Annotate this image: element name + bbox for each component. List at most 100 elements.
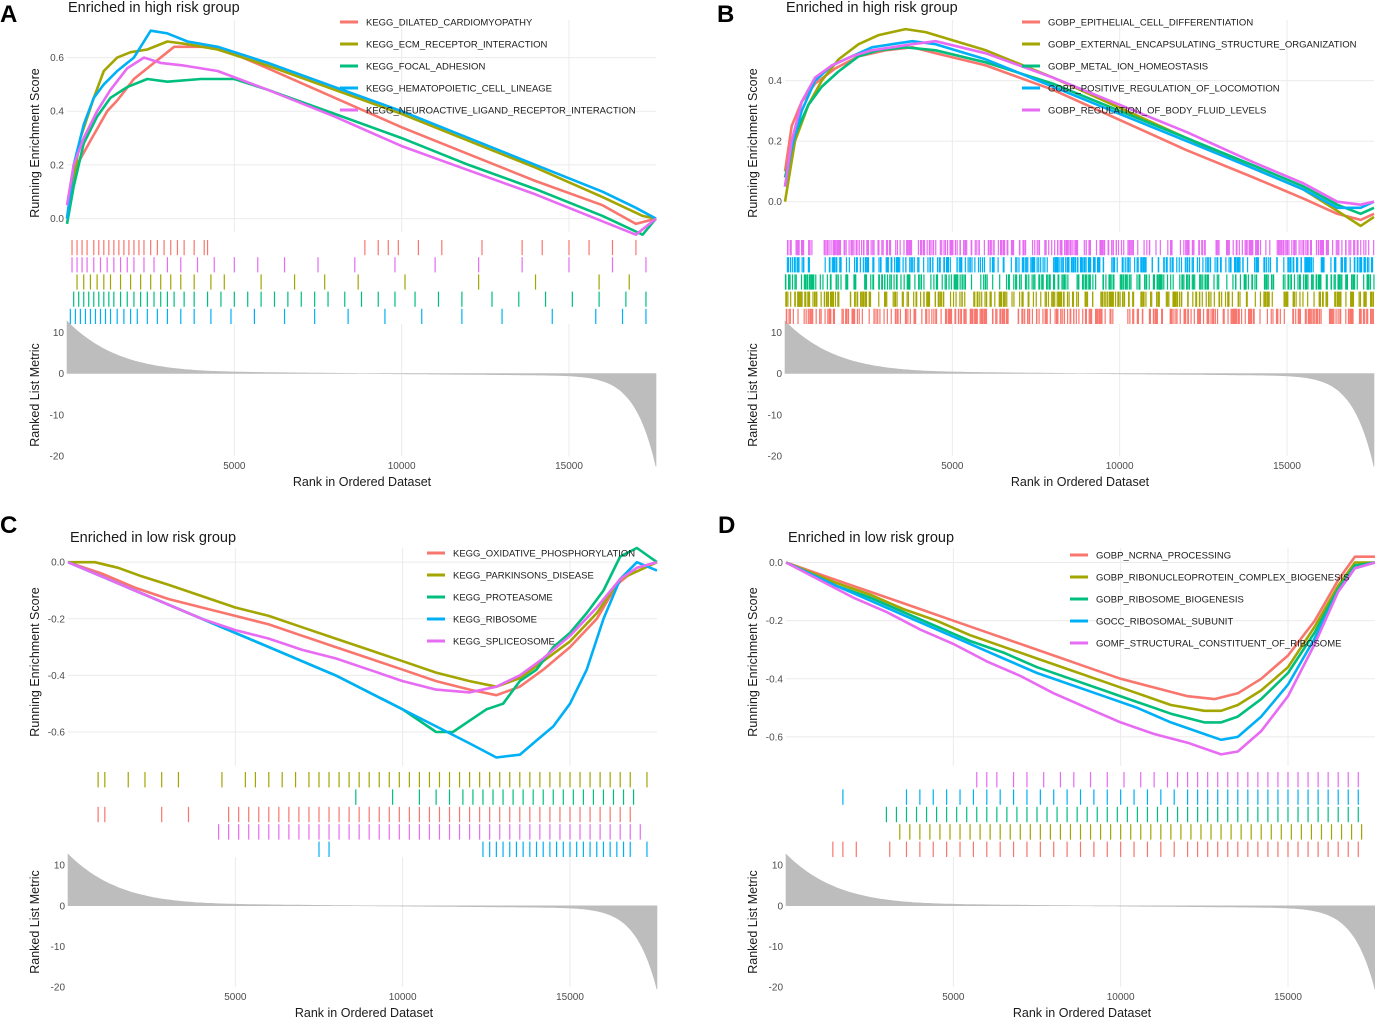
metric-axis-title: Ranked List Metric xyxy=(746,870,760,974)
es-curve xyxy=(68,560,658,689)
metric-axis-title: Ranked List Metric xyxy=(28,870,42,974)
es-curve xyxy=(65,56,657,236)
legend-label: KEGG_PROTEASOME xyxy=(453,593,553,604)
panel-letter: D xyxy=(718,512,735,539)
x-tick-label: 15000 xyxy=(1274,992,1302,1003)
y-tick-label: -0.6 xyxy=(766,732,784,743)
es-curve xyxy=(65,45,657,226)
metric-tick-label: -20 xyxy=(50,452,65,463)
legend-label: KEGG_DILATED_CARDIOMYOPATHY xyxy=(366,18,533,29)
legend-label: GOBP_NCRNA_PROCESSING xyxy=(1096,551,1231,562)
x-tick-label: 5000 xyxy=(941,461,964,472)
legend-label: GOBP_RIBOSOME_BIOGENESIS xyxy=(1096,595,1244,606)
panel-c: C Enriched in low risk group Running Enr… xyxy=(0,512,658,1019)
gridlines xyxy=(67,20,656,456)
legend-label: GOCC_RIBOSOMAL_SUBUNIT xyxy=(1096,617,1233,628)
panel-letter: C xyxy=(0,512,17,539)
x-tick-label: 10000 xyxy=(1107,992,1135,1003)
y-tick-label: 0.2 xyxy=(50,160,64,171)
legend-label: GOMF_STRUCTURAL_CONSTITUENT_OF_RIBOSOME xyxy=(1096,639,1341,650)
y-tick-label: -0.6 xyxy=(48,728,66,739)
x-axis-title: Rank in Ordered Dataset xyxy=(295,1006,434,1019)
metric-tick-label: -10 xyxy=(50,410,65,421)
legend-label: KEGG_PARKINSONS_DISEASE xyxy=(453,571,594,582)
gene-hit-rug xyxy=(97,772,648,857)
es-curve xyxy=(783,39,1375,206)
panel-letter: B xyxy=(717,1,734,28)
legend-label: GOBP_EPITHELIAL_CELL_DIFFERENTIATION xyxy=(1048,18,1253,29)
metric-tick-label: 10 xyxy=(772,861,784,872)
legend-label: GOBP_EXTERNAL_ENCAPSULATING_STRUCTURE_OR… xyxy=(1048,40,1357,51)
legend: GOBP_NCRNA_PROCESSING GOBP_RIBONUCLEOPROT… xyxy=(1070,551,1349,650)
panel-letter: A xyxy=(0,1,17,28)
ranked-metric-area xyxy=(785,853,1375,990)
x-axis-title: Rank in Ordered Dataset xyxy=(1013,1006,1152,1019)
panel-title: Enriched in low risk group xyxy=(788,530,954,546)
y-tick-label: 0.0 xyxy=(51,558,65,569)
x-tick-label: 10000 xyxy=(388,461,416,472)
metric-tick-label: -20 xyxy=(768,452,783,463)
metric-axis-title: Ranked List Metric xyxy=(28,343,42,447)
legend-label: KEGG_HEMATOPOIETIC_CELL_LINEAGE xyxy=(366,84,552,95)
gridlines xyxy=(785,20,1374,456)
es-curve xyxy=(785,561,1375,756)
es-curve xyxy=(67,560,658,694)
panel-d: D Enriched in low risk group Running Enr… xyxy=(718,512,1375,1019)
es-curve xyxy=(65,77,657,236)
metric-tick-label: 0 xyxy=(776,369,782,380)
y-axis-title: Running Enrichment Score xyxy=(746,68,760,217)
es-curve xyxy=(65,40,657,220)
legend-label: GOBP_REGULATION_OF_BODY_FLUID_LEVELS xyxy=(1048,106,1266,117)
es-curve xyxy=(785,561,1375,713)
legend-label: KEGG_FOCAL_ADHESION xyxy=(366,62,485,73)
metric-tick-label: -10 xyxy=(51,942,66,953)
y-tick-label: -0.4 xyxy=(48,671,66,682)
legend: KEGG_OXIDATIVE_PHOSPHORYLATION KEGG_PARKI… xyxy=(427,549,635,648)
metric-tick-label: -20 xyxy=(51,983,66,994)
metric-tick-label: -10 xyxy=(769,942,784,953)
es-curve xyxy=(783,45,1375,222)
gridlines xyxy=(68,548,657,987)
gridlines xyxy=(786,548,1375,987)
panel-b: B Enriched in high risk group Running En… xyxy=(717,0,1375,489)
y-axis-title: Running Enrichment Score xyxy=(28,68,42,217)
metric-tick-label: 0 xyxy=(777,901,783,912)
es-curve xyxy=(783,39,1375,210)
x-tick-label: 5000 xyxy=(942,992,965,1003)
metric-tick-label: -20 xyxy=(769,983,784,994)
es-curve xyxy=(783,27,1375,228)
y-tick-label: -0.4 xyxy=(766,674,784,685)
metric-tick-label: 10 xyxy=(54,861,66,872)
legend-label: KEGG_NEUROACTIVE_LIGAND_RECEPTOR_INTERAC… xyxy=(366,106,636,117)
legend-label: KEGG_ECM_RECEPTOR_INTERACTION xyxy=(366,40,548,51)
x-tick-label: 15000 xyxy=(555,461,583,472)
legend-label: GOBP_METAL_ION_HOMEOSTASIS xyxy=(1048,62,1208,73)
legend-label: KEGG_OXIDATIVE_PHOSPHORYLATION xyxy=(453,549,635,560)
es-curve xyxy=(783,45,1375,216)
gene-hit-rug xyxy=(832,772,1363,857)
y-tick-label: 0.0 xyxy=(768,197,782,208)
es-curve xyxy=(785,561,1375,742)
y-tick-label: 0.4 xyxy=(768,76,782,87)
legend: GOBP_EPITHELIAL_CELL_DIFFERENTIATION GOBP… xyxy=(1022,18,1357,117)
gene-hit-rug xyxy=(69,240,647,324)
panel-title: Enriched in low risk group xyxy=(70,530,236,546)
y-tick-label: 0.2 xyxy=(768,137,782,148)
x-axis-title: Rank in Ordered Dataset xyxy=(293,475,432,489)
ranked-metric-area xyxy=(67,853,658,990)
x-axis-title: Rank in Ordered Dataset xyxy=(1011,475,1150,489)
metric-axis-title: Ranked List Metric xyxy=(746,343,760,447)
x-tick-label: 10000 xyxy=(389,992,417,1003)
metric-tick-label: 0 xyxy=(59,901,65,912)
ranked-metric-area xyxy=(66,320,657,467)
y-tick-label: -0.2 xyxy=(766,616,784,627)
es-curve xyxy=(67,560,658,759)
x-tick-label: 15000 xyxy=(1273,461,1301,472)
metric-tick-label: 10 xyxy=(53,328,65,339)
x-tick-label: 5000 xyxy=(224,992,247,1003)
metric-tick-label: -10 xyxy=(768,410,783,421)
legend-label: KEGG_RIBOSOME xyxy=(453,615,537,626)
x-tick-label: 10000 xyxy=(1106,461,1134,472)
metric-tick-label: 0 xyxy=(58,369,64,380)
